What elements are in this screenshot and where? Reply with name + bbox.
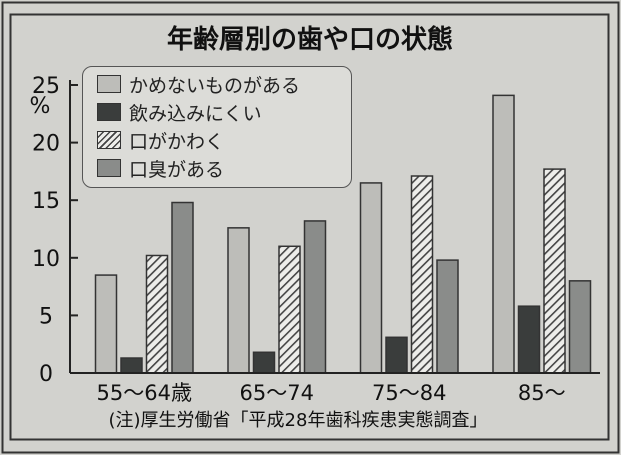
x-tick-label-2: 75～84 [372, 381, 446, 405]
bar-2-1 [385, 336, 408, 374]
bar-0-3 [171, 201, 194, 374]
bar-0-0 [94, 274, 118, 374]
legend-item-bad-breath: 口臭がある [97, 155, 224, 181]
legend-item-cannot-chew: かめないものがある [97, 71, 300, 97]
legend-swatch-cannot-chew [97, 75, 121, 93]
bar-3-0 [492, 94, 515, 374]
y-axis: 0 5 10 15 20 25 [32, 74, 78, 387]
y-tick-label-5: 5 [39, 304, 53, 329]
bar-1-2 [278, 245, 301, 374]
legend-swatch-bad-breath [97, 159, 121, 177]
legend-label-hard-to-swallow: 飲み込みにくい [129, 102, 262, 125]
bar-2-3 [436, 259, 459, 374]
legend: かめないものがある 飲み込みにくい 口がかわく 口臭がある [82, 66, 352, 188]
x-tick-label-0: 55～64歳 [97, 381, 192, 405]
y-tick-label-25: 25 [32, 74, 60, 99]
bar-3-1 [517, 305, 541, 374]
bar-1-1 [252, 351, 276, 374]
x-tick-label-1: 65～74 [240, 381, 314, 405]
y-tick-label-0: 0 [39, 362, 53, 387]
bar-1-0 [227, 227, 250, 374]
y-tick-label-10: 10 [32, 247, 60, 272]
legend-item-dry-mouth: 口がかわく [97, 127, 224, 153]
y-tick-label-20: 20 [32, 132, 60, 157]
x-axis: 55～64歳 65～74 75～84 85～ [70, 372, 600, 405]
legend-swatch-dry-mouth [97, 131, 121, 149]
inner-border [9, 13, 610, 441]
y-tick-label-15: 15 [32, 189, 60, 214]
legend-item-hard-to-swallow: 飲み込みにくい [97, 99, 262, 125]
source-note: (注)厚生労働省「平成28年歯科疾患実態調査」 [109, 410, 488, 431]
legend-label-cannot-chew: かめないものがある [129, 74, 301, 97]
bar-2-2 [410, 175, 434, 374]
bar-2-0 [359, 182, 383, 374]
bar-3-3 [568, 280, 592, 374]
chart-title: 年齢層別の歯や口の状態 [167, 24, 453, 55]
bar-0-2 [145, 254, 169, 374]
bar-3-2 [543, 168, 566, 374]
y-unit-label: % [30, 94, 51, 119]
bar-0-1 [120, 357, 143, 374]
legend-label-bad-breath: 口臭がある [129, 158, 225, 181]
x-tick-label-3: 85～ [518, 381, 566, 405]
bar-1-3 [303, 220, 327, 374]
legend-swatch-hard-to-swallow [97, 103, 121, 121]
legend-label-dry-mouth: 口がかわく [129, 130, 225, 153]
